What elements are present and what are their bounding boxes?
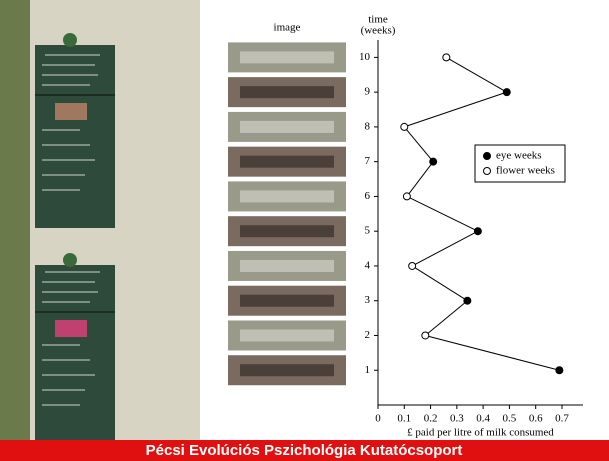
point — [556, 367, 563, 374]
image-strip-detail — [240, 260, 334, 272]
flower-picture — [55, 320, 87, 337]
y-tick-label: 4 — [365, 259, 371, 271]
y-tick-label: 2 — [365, 329, 371, 341]
connector — [412, 266, 467, 301]
y-tick-label: 7 — [365, 155, 371, 167]
point — [443, 54, 450, 61]
x-axis-label: £ paid per litre of milk consumed — [407, 427, 554, 439]
y-tick-label: 3 — [365, 294, 371, 306]
legend-label: eye weeks — [496, 150, 542, 162]
connector — [407, 196, 478, 231]
connector — [425, 301, 467, 336]
fridge-photos — [0, 0, 200, 440]
image-strip-detail — [240, 364, 334, 376]
image-strip-detail — [240, 156, 334, 168]
x-tick-label: 0.2 — [424, 413, 438, 425]
connector — [425, 335, 559, 370]
x-tick-label: 0.6 — [529, 413, 543, 425]
image-strip-detail — [240, 190, 334, 202]
y-tick-label: 8 — [365, 120, 371, 132]
y-tick-label: 1 — [365, 364, 371, 376]
plant — [0, 0, 30, 228]
image-column-label: image — [274, 22, 301, 34]
connector — [446, 57, 506, 92]
point — [401, 123, 408, 130]
legend-marker — [484, 153, 491, 160]
point — [503, 89, 510, 96]
page: image Pécsi Evolúciós Pszichológia Kutat… — [0, 0, 609, 461]
point — [464, 297, 471, 304]
connector — [412, 231, 478, 266]
eye-picture — [55, 103, 87, 120]
image-strip-detail — [240, 225, 334, 237]
y-axis-label: (weeks) — [361, 25, 396, 37]
x-tick-label: 0.5 — [503, 413, 517, 425]
plant — [0, 228, 30, 440]
image-strip-detail — [240, 121, 334, 133]
legend-marker — [484, 168, 491, 175]
y-tick-label: 10 — [359, 51, 371, 63]
fridge — [35, 45, 115, 228]
x-tick-label: 0.1 — [397, 413, 411, 425]
connector — [404, 92, 507, 127]
banner-text: Pécsi Evolúciós Pszichológia Kutatócsopo… — [146, 442, 463, 459]
point — [403, 193, 410, 200]
point — [430, 158, 437, 165]
slide: image Pécsi Evolúciós Pszichológia Kutat… — [0, 0, 609, 461]
point — [422, 332, 429, 339]
y-tick-label: 9 — [365, 86, 371, 98]
image-strip-detail — [240, 86, 334, 98]
y-tick-label: 6 — [365, 190, 371, 202]
x-tick-label: 0.7 — [555, 413, 569, 425]
image-strip-detail — [240, 51, 334, 63]
connector — [407, 162, 433, 197]
point — [474, 228, 481, 235]
x-tick-label: 0.4 — [476, 413, 490, 425]
x-tick-label: 0.3 — [450, 413, 464, 425]
point — [409, 262, 416, 269]
y-tick-label: 5 — [365, 225, 371, 237]
fridge-plant — [63, 33, 77, 47]
connector — [404, 127, 433, 162]
x-tick-label: 0 — [375, 413, 381, 425]
legend-label: flower weeks — [496, 165, 555, 177]
fridge-plant — [63, 253, 77, 267]
fridge — [35, 265, 115, 440]
image-strip-detail — [240, 295, 334, 307]
image-strip-detail — [240, 329, 334, 341]
